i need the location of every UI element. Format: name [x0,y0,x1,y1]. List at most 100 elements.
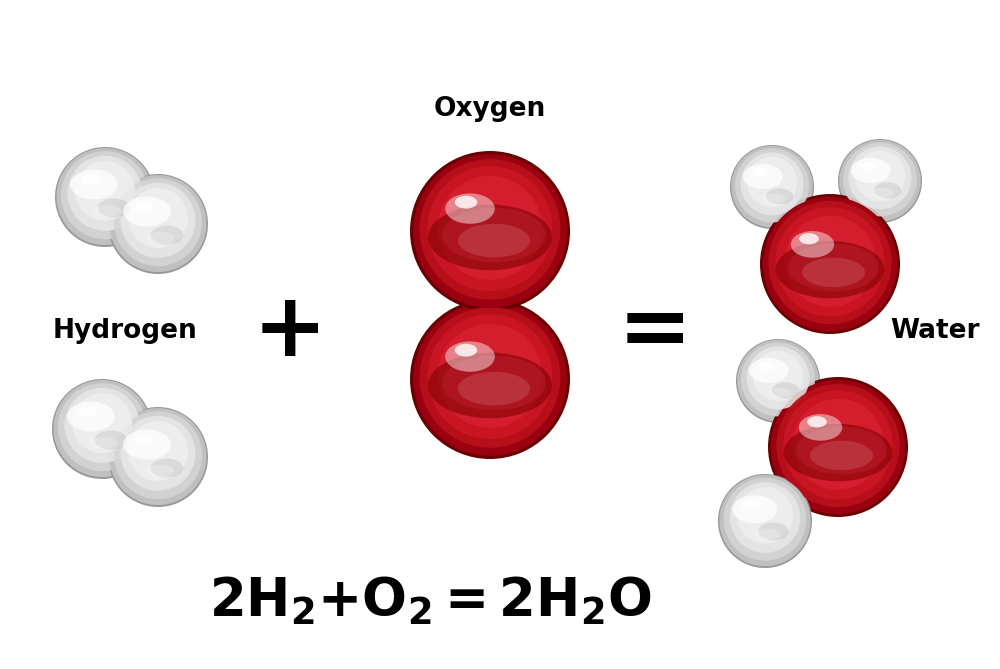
Circle shape [108,407,208,507]
Ellipse shape [70,169,118,199]
Ellipse shape [458,224,530,258]
Circle shape [724,478,806,561]
Ellipse shape [151,458,183,478]
Circle shape [438,176,542,280]
Ellipse shape [98,199,130,217]
Circle shape [58,383,146,471]
Circle shape [65,388,140,463]
Circle shape [843,142,917,217]
Circle shape [108,174,208,274]
Ellipse shape [82,174,101,185]
Circle shape [128,421,188,481]
Ellipse shape [79,406,98,417]
Circle shape [746,347,810,409]
Ellipse shape [754,529,780,540]
Circle shape [730,482,800,553]
Text: Oxygen: Oxygen [434,96,546,122]
Circle shape [114,178,202,266]
Ellipse shape [94,205,121,217]
Circle shape [792,399,884,490]
Ellipse shape [67,401,115,432]
Circle shape [768,201,892,324]
Text: $\mathbf{2H_2}$$\mathbf{+ O_2 = 2H_2O}$: $\mathbf{2H_2}$$\mathbf{+ O_2 = 2H_2O}$ [209,575,651,628]
Circle shape [55,147,155,247]
Ellipse shape [758,522,789,541]
Text: +: + [253,288,327,375]
Circle shape [110,408,207,505]
Ellipse shape [428,205,552,270]
Ellipse shape [752,168,768,177]
Ellipse shape [799,233,819,244]
Circle shape [740,153,804,215]
Circle shape [420,159,560,300]
Circle shape [413,154,567,308]
Ellipse shape [796,427,887,474]
Text: =: = [618,288,692,375]
Circle shape [75,161,135,221]
Ellipse shape [763,193,786,204]
Ellipse shape [91,437,118,450]
Ellipse shape [95,430,127,450]
Circle shape [747,157,797,207]
Circle shape [718,474,812,568]
Ellipse shape [772,382,799,398]
Circle shape [783,390,893,500]
Circle shape [741,343,815,416]
Ellipse shape [766,188,793,204]
Circle shape [438,324,542,427]
Circle shape [719,475,811,566]
Text: Water: Water [890,318,980,344]
Ellipse shape [802,258,865,287]
Circle shape [428,314,552,439]
Circle shape [736,339,820,423]
Circle shape [121,183,196,258]
Circle shape [57,148,154,245]
Ellipse shape [147,231,174,244]
Ellipse shape [428,353,552,418]
Ellipse shape [791,231,834,258]
Ellipse shape [442,208,546,262]
Circle shape [775,207,885,316]
Ellipse shape [135,434,154,445]
Ellipse shape [743,499,761,510]
Circle shape [413,302,567,456]
Circle shape [121,415,196,491]
Circle shape [763,197,897,331]
Ellipse shape [807,416,827,427]
Ellipse shape [810,441,873,470]
Circle shape [420,307,560,448]
Circle shape [771,380,905,514]
Circle shape [760,194,900,334]
Circle shape [855,151,905,201]
Ellipse shape [458,372,530,405]
Ellipse shape [455,344,477,357]
Ellipse shape [799,414,842,441]
Text: Hydrogen: Hydrogen [53,318,197,344]
Circle shape [737,340,819,421]
Ellipse shape [455,196,477,209]
Circle shape [730,145,814,229]
Circle shape [72,393,132,453]
Circle shape [784,215,876,306]
Ellipse shape [871,187,894,198]
Ellipse shape [147,465,174,477]
Ellipse shape [874,182,901,198]
Ellipse shape [851,158,891,183]
Ellipse shape [784,424,892,481]
Ellipse shape [123,429,171,460]
Circle shape [61,151,149,240]
Ellipse shape [776,241,884,298]
Circle shape [735,149,809,223]
Ellipse shape [135,201,154,212]
Circle shape [410,151,570,311]
Circle shape [776,384,900,507]
Circle shape [839,140,921,221]
Circle shape [768,377,908,517]
Circle shape [838,139,922,223]
Ellipse shape [151,225,183,244]
Circle shape [54,380,151,477]
Circle shape [110,175,207,272]
Circle shape [52,379,152,479]
Circle shape [753,351,803,401]
Ellipse shape [442,356,546,410]
